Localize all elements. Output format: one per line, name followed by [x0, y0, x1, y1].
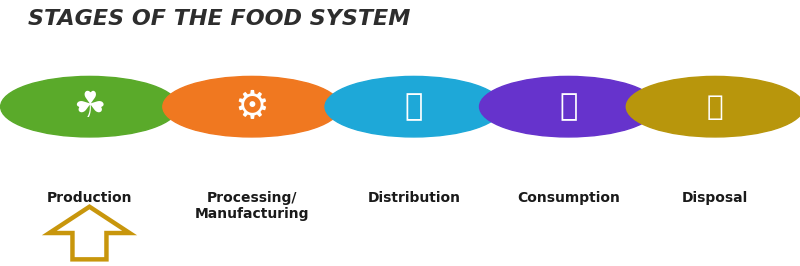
Circle shape [163, 76, 341, 137]
Text: 🗑: 🗑 [707, 93, 723, 121]
Text: Distribution: Distribution [367, 191, 460, 205]
Text: STAGES OF THE FOOD SYSTEM: STAGES OF THE FOOD SYSTEM [28, 9, 410, 29]
Text: ☘: ☘ [74, 90, 106, 124]
Text: ⚙: ⚙ [234, 88, 269, 126]
Circle shape [1, 76, 178, 137]
Text: Production: Production [46, 191, 132, 205]
Text: Disposal: Disposal [682, 191, 748, 205]
Text: 🍴: 🍴 [559, 92, 578, 121]
Circle shape [626, 76, 800, 137]
Text: 🚚: 🚚 [405, 92, 423, 121]
Text: Consumption: Consumption [517, 191, 620, 205]
Text: Processing/
Manufacturing: Processing/ Manufacturing [194, 191, 309, 221]
Circle shape [479, 76, 657, 137]
Circle shape [325, 76, 502, 137]
